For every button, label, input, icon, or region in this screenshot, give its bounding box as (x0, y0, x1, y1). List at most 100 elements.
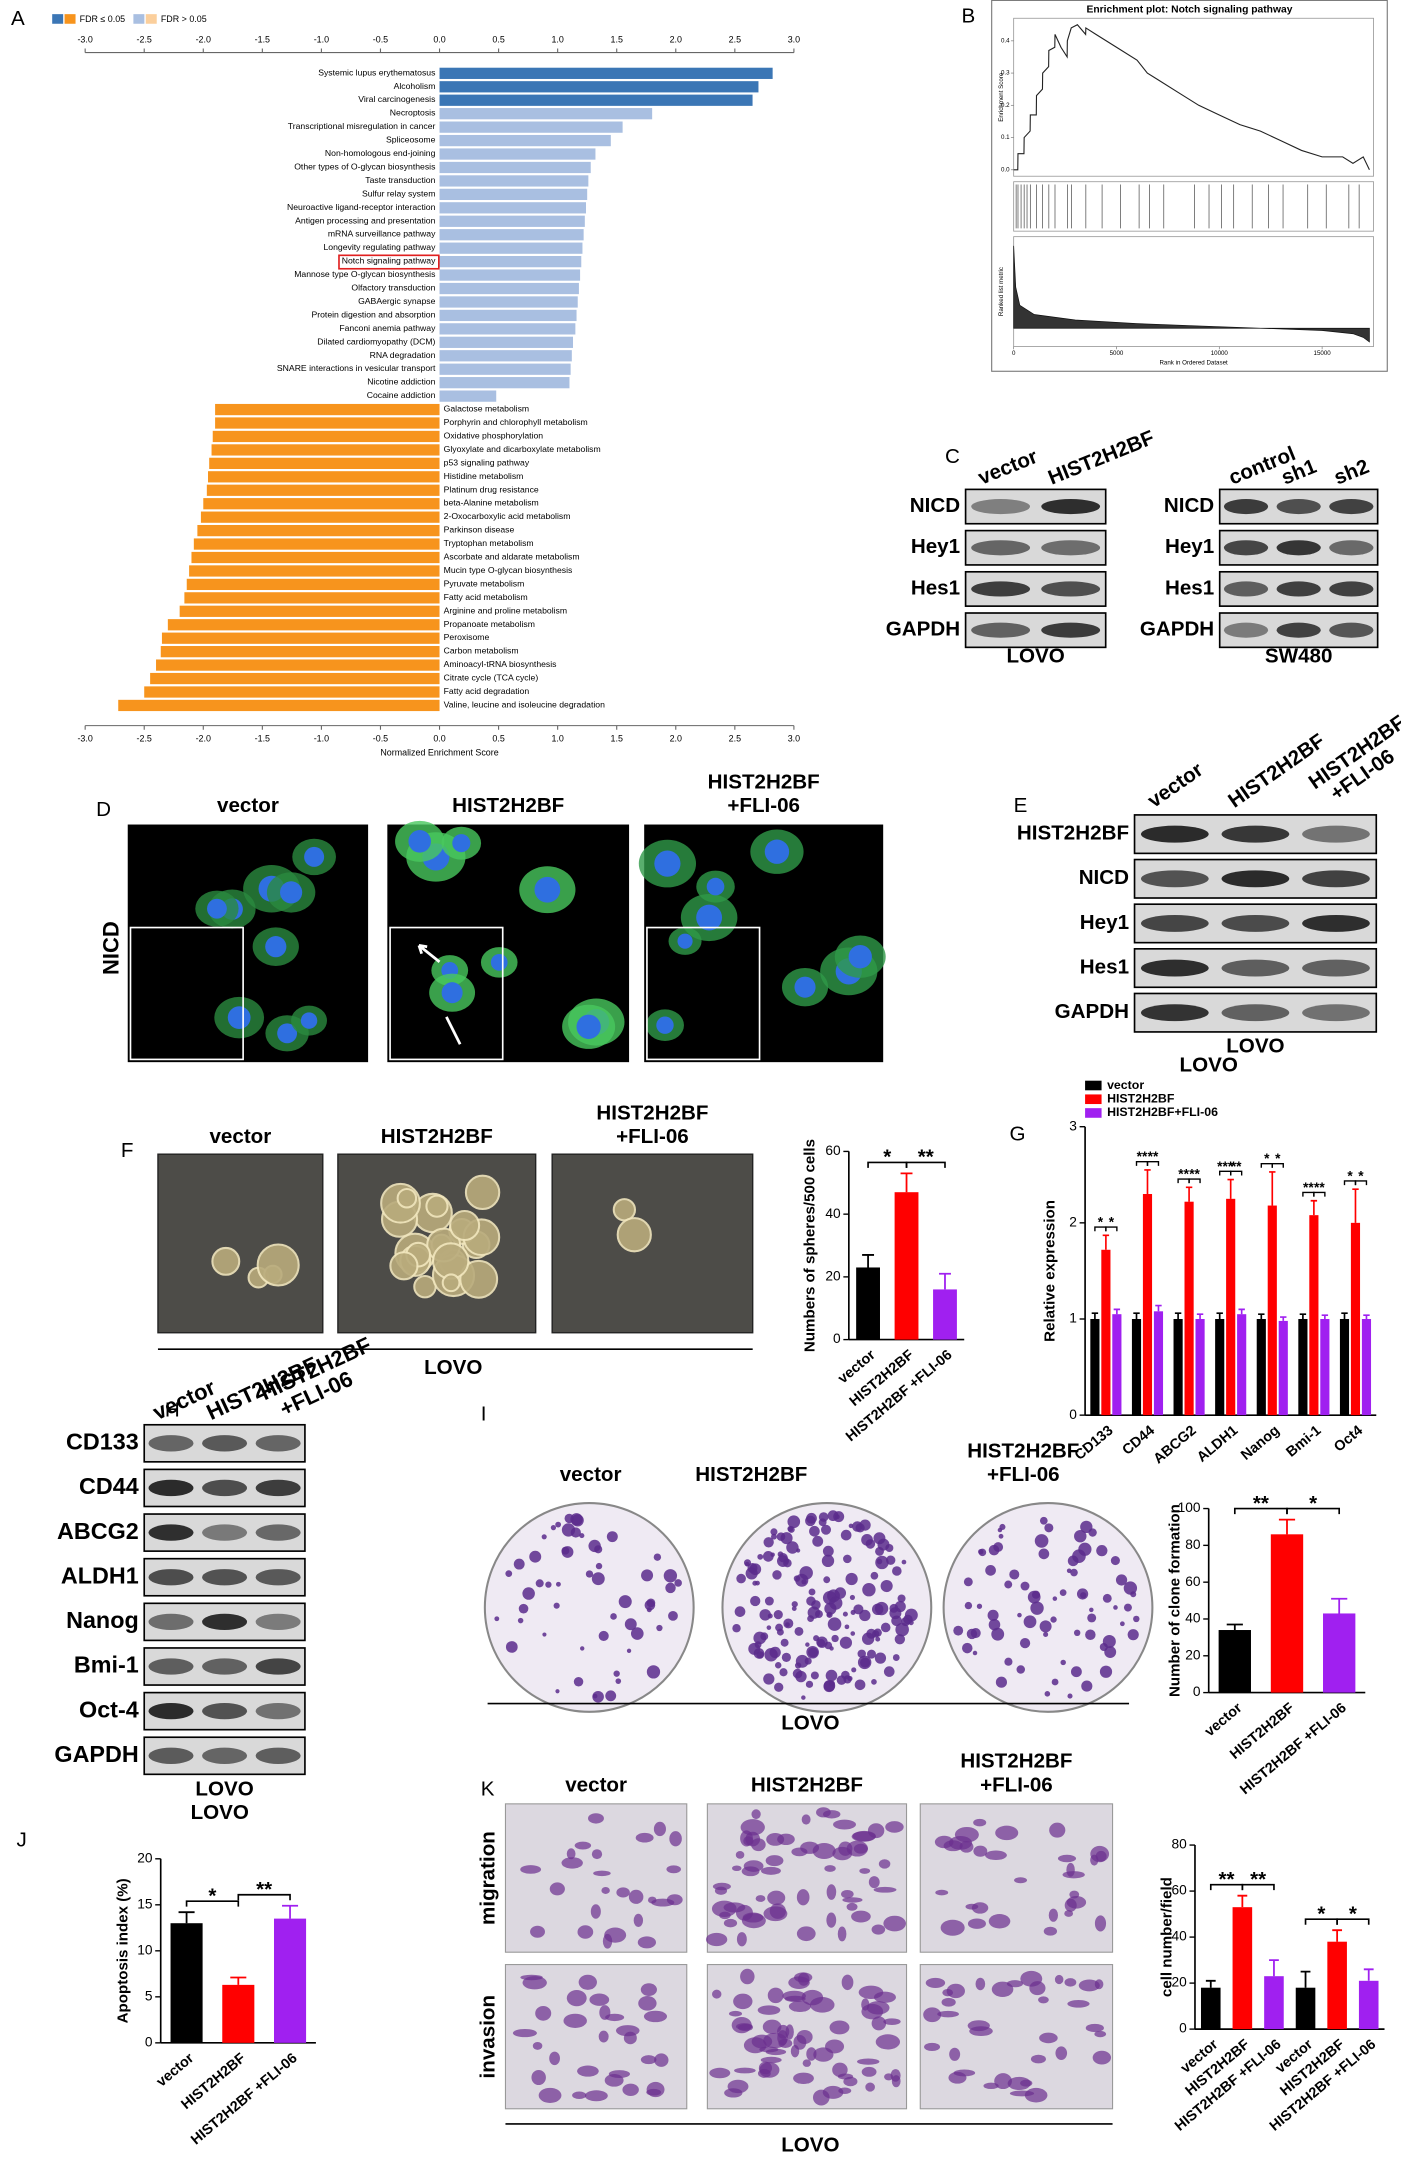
sphere (256, 1243, 300, 1287)
blot-band (1276, 622, 1321, 638)
bar (191, 551, 440, 564)
bar (144, 686, 440, 698)
bar (1112, 1314, 1122, 1416)
legend-swatch (1085, 1094, 1102, 1105)
colony (998, 1533, 1004, 1539)
migrated-cell (549, 2051, 560, 2066)
panel-letter: A (11, 7, 25, 30)
migrated-cell (736, 2023, 753, 2030)
legend-label: FDR > 0.05 (161, 14, 207, 24)
colony (771, 1533, 777, 1540)
colony (826, 1612, 832, 1617)
migrated-cell (883, 1915, 906, 1932)
category-label: Carbon metabolism (444, 646, 519, 656)
colony (963, 1577, 973, 1587)
category-label: Mannose type O-glycan biosynthesis (294, 269, 436, 279)
migrated-cell (843, 2076, 858, 2087)
migrated-cell (878, 1859, 891, 1869)
colony (1113, 1605, 1118, 1610)
bar (1295, 1987, 1316, 2030)
migrated-cell (954, 1826, 979, 1843)
migrated-cell (851, 1831, 876, 1842)
migrated-cell (884, 2073, 894, 2081)
colony (1023, 1615, 1037, 1629)
micrograph (157, 1153, 324, 1334)
y-tick-label: 1 (1069, 1311, 1077, 1326)
colony (814, 1610, 823, 1619)
migrated-cell (925, 1977, 946, 1988)
cell-line-label: LOVO (424, 1356, 482, 1379)
blot-band (255, 1569, 301, 1586)
colony (873, 1532, 886, 1545)
bar (200, 511, 440, 523)
blot-band (1276, 581, 1321, 597)
migrated-cell (1094, 1979, 1104, 1990)
colony (755, 1580, 760, 1586)
bar (439, 148, 596, 160)
colony (1009, 1569, 1020, 1580)
y-tick-label: 80 (1171, 1837, 1187, 1852)
migrated-cell (599, 2005, 611, 2020)
migrated-cell (813, 2047, 834, 2062)
colony (1004, 1657, 1013, 1666)
migrated-cell (778, 2038, 793, 2048)
blot-row-label: Hey1 (911, 535, 960, 558)
colony (892, 1654, 900, 1661)
x-tick-label: 2.5 (729, 734, 741, 744)
error-bar (939, 1272, 951, 1290)
column-label: +FLI-06 (727, 794, 800, 817)
migrated-cell (735, 1850, 745, 1859)
bar (439, 377, 570, 389)
error-bar (1133, 1312, 1140, 1319)
significance-label: ** (1250, 1868, 1266, 1891)
sphere (389, 1251, 419, 1281)
migrated-cell (953, 2069, 976, 2077)
colony (555, 1521, 562, 1528)
colony (822, 1545, 834, 1557)
colony (892, 1566, 902, 1576)
category-label: Glyoxylate and dicarboxylate metabolism (444, 444, 601, 454)
bar (186, 578, 440, 591)
category-label: Arginine and proline metabolism (444, 605, 567, 615)
colony (829, 1596, 843, 1610)
x-tick-label: 2.0 (670, 35, 682, 45)
sphere (441, 1273, 461, 1293)
migrated-cell (967, 1918, 986, 1929)
colony (845, 1572, 858, 1586)
bar (212, 430, 440, 443)
blot-band (202, 1435, 248, 1452)
blot-row-label: CD133 (66, 1428, 139, 1454)
error-bar (1113, 1308, 1121, 1315)
colony (880, 1579, 893, 1593)
error-bar (1227, 1178, 1234, 1199)
blot-band (255, 1747, 301, 1764)
migrated-cell (549, 1882, 565, 1896)
error-bar (1363, 1314, 1370, 1319)
sphere (211, 1246, 241, 1276)
category-label: Necroptosis (390, 108, 436, 118)
row-label: invasion (476, 1995, 499, 2079)
bar (1298, 1319, 1308, 1416)
colony (1038, 1548, 1050, 1560)
migrated-cell (883, 2018, 901, 2025)
migrated-cell (973, 1818, 987, 1827)
bar (1278, 1320, 1288, 1416)
colony (785, 1622, 790, 1627)
cell-nucleus (490, 953, 508, 971)
colony (1081, 1680, 1093, 1692)
cell-nucleus (706, 877, 725, 896)
migrated-cell (1064, 1898, 1077, 1912)
significance-bracket (1313, 1191, 1326, 1197)
culture-plate (942, 1502, 1154, 1713)
category-label: Alcoholism (394, 81, 436, 91)
category-label: Antigen processing and presentation (295, 215, 435, 225)
y-axis-title: cell number/field (1158, 1877, 1175, 1997)
migrated-cell (1048, 1908, 1059, 1922)
migrated-cell (1043, 1926, 1058, 1936)
blot-row-label: Bmi-1 (74, 1652, 139, 1678)
cell-nucleus (265, 936, 287, 958)
blot-band (202, 1658, 248, 1675)
metric-axis-title: Ranked list metric (998, 267, 1005, 316)
colony (663, 1569, 678, 1583)
migrated-cell (719, 1911, 731, 1920)
